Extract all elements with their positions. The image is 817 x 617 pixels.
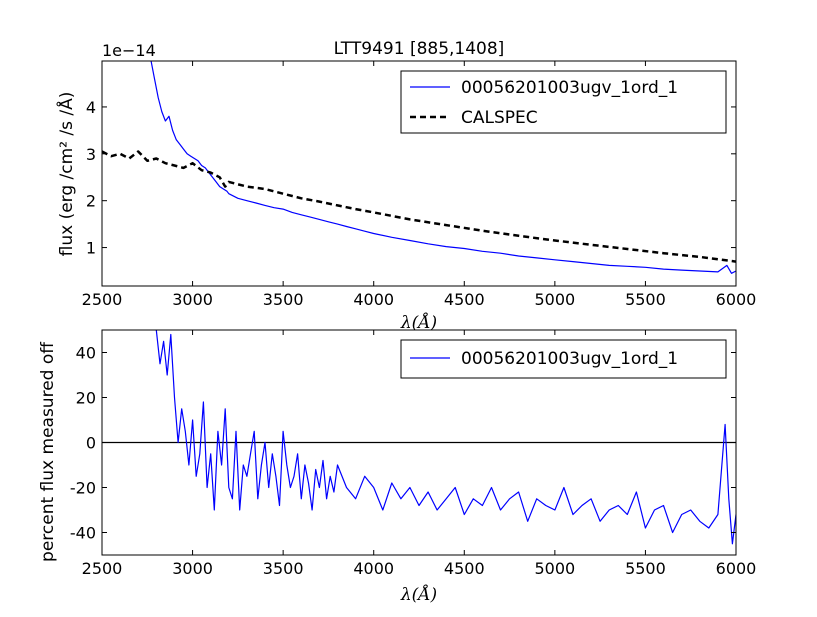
flux-y-tick-label: 4 [86,98,96,117]
percent-x-tick-label: 4000 [353,559,394,578]
percent-legend-label-measured: 00056201003ugv_1ord_1 [461,349,678,369]
flux-x-ticks: 2500 3000 3500 4000 4500 5000 5500 6000 [82,61,757,309]
percent-y-tick-label: -20 [70,479,96,498]
flux-x-tick-label: 5000 [534,290,575,309]
flux-legend-label-measured: 00056201003ugv_1ord_1 [461,78,678,98]
flux-y-tick-label: 2 [86,192,96,211]
percent-y-tick-label: -40 [70,524,96,543]
flux-legend-box [400,70,727,134]
flux-y-tick-label: 3 [86,145,96,164]
percent-x-tick-label: 3500 [263,559,304,578]
flux-x-tick-label: 4500 [444,290,485,309]
percent-y-tick-label: 40 [76,344,96,363]
percent-legend-box [400,339,727,379]
percent-x-tick-label: 5500 [625,559,666,578]
flux-legend-label-calspec: CALSPEC [461,108,538,128]
percent-x-tick-label: 6000 [716,559,757,578]
percent-y-tick-label: 0 [86,434,96,453]
flux-x-axis-label: λ(Å) [400,312,437,333]
flux-legend: 00056201003ugv_1ord_1 CALSPEC [400,70,727,134]
percent-series-layer [155,330,736,545]
flux-series-line-measured [150,61,736,274]
percent-legend: 00056201003ugv_1ord_1 [400,339,727,379]
flux-x-tick-label: 4000 [353,290,394,309]
flux-series-layer [102,61,736,274]
flux-y-tick-label: 1 [86,239,96,258]
percent-y-tick-label: 20 [76,389,96,408]
flux-y-offset-label: 1e−14 [102,41,156,60]
flux-y-ticks: 1 2 3 4 [86,98,736,258]
flux-x-tick-label: 5500 [625,290,666,309]
flux-x-tick-label: 3000 [172,290,213,309]
flux-x-tick-label: 3500 [263,290,304,309]
flux-chart: 2500 3000 3500 4000 4500 5000 5500 6000 1 2 3 4 LT… [55,39,756,333]
flux-chart-title: LTT9491 [885,1408] [334,39,505,59]
percent-y-ticks: -40 -20 0 20 40 [70,344,736,543]
flux-x-tick-label: 6000 [716,290,757,309]
percent-x-axis-label: λ(Å) [400,584,437,605]
flux-y-axis-label: flux (erg /cm² /s /Å) [55,92,77,257]
percent-off-chart: 2500 3000 3500 4000 4500 5000 5500 6000 -40 -20 0… [38,329,757,605]
percent-x-tick-label: 4500 [444,559,485,578]
percent-x-tick-label: 3000 [172,559,213,578]
percent-x-tick-label: 2500 [82,559,123,578]
flux-x-tick-label: 2500 [82,290,123,309]
percent-x-tick-label: 5000 [534,559,575,578]
percent-y-axis-label: percent flux measured off [38,341,58,562]
percent-x-ticks: 2500 3000 3500 4000 4500 5000 5500 6000 [82,330,757,578]
flux-series-line-calspec [102,150,736,263]
percent-series-line-measured [155,330,736,545]
flux-plot-frame [101,60,737,287]
